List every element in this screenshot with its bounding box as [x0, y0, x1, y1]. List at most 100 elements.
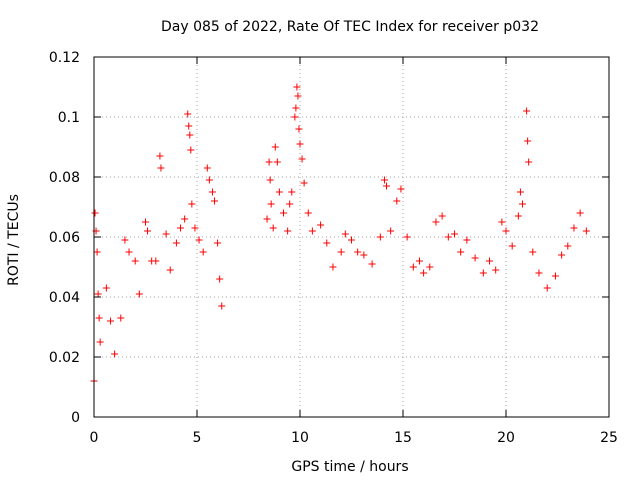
data-point: [471, 254, 479, 262]
data-point: [518, 200, 526, 208]
data-point: [125, 248, 133, 256]
data-point: [269, 224, 277, 232]
data-point: [380, 176, 388, 184]
data-point: [187, 146, 195, 154]
data-point: [564, 242, 572, 250]
data-point: [94, 290, 102, 298]
data-point: [121, 236, 129, 244]
data-point: [293, 83, 301, 91]
data-point: [543, 284, 551, 292]
data-point: [451, 230, 458, 238]
data-point: [214, 239, 222, 247]
data-point: [156, 152, 164, 160]
data-point: [551, 272, 559, 280]
data-point: [337, 248, 345, 256]
data-point: [216, 275, 224, 283]
data-point: [266, 176, 274, 184]
data-point: [308, 227, 316, 235]
data-point: [166, 266, 174, 274]
data-point: [135, 290, 143, 298]
data-point: [582, 227, 590, 235]
data-point: [529, 248, 537, 256]
data-point: [523, 107, 531, 115]
data-point: [286, 200, 294, 208]
data-point: [131, 257, 139, 265]
data-point: [492, 266, 500, 274]
data-point: [106, 317, 114, 325]
data-point: [91, 209, 99, 217]
data-point: [185, 122, 193, 130]
y-tick-label: 0.04: [49, 290, 80, 306]
x-tick-label: 15: [394, 430, 412, 446]
data-point: [152, 257, 160, 265]
y-tick-label: 0.1: [58, 110, 80, 126]
data-point: [288, 188, 296, 196]
data-point: [576, 209, 584, 217]
data-point: [383, 182, 391, 190]
y-axis-title: ROTI / TECUs: [6, 194, 22, 286]
data-point: [273, 158, 281, 166]
chart-title: Day 085 of 2022, Rate Of TEC Index for r…: [161, 19, 539, 35]
data-point: [420, 269, 428, 277]
data-point: [144, 227, 152, 235]
x-tick-label: 5: [193, 430, 202, 446]
data-point: [186, 131, 194, 139]
data-point: [208, 188, 216, 196]
tick-marks: [93, 56, 610, 418]
data-point: [195, 236, 203, 244]
data-point: [403, 233, 411, 241]
data-point: [177, 224, 185, 232]
data-point: [295, 125, 303, 133]
data-point: [300, 179, 308, 187]
data-point: [354, 248, 362, 256]
data-point: [205, 176, 213, 184]
data-point: [360, 251, 368, 259]
y-tick-label: 0.06: [49, 230, 80, 246]
data-point: [275, 188, 283, 196]
data-point: [292, 104, 300, 112]
data-point: [432, 218, 440, 226]
data-point: [387, 227, 395, 235]
data-points: [90, 83, 590, 385]
data-point: [304, 209, 312, 217]
data-point: [184, 110, 192, 118]
data-point: [93, 248, 101, 256]
data-point: [157, 164, 165, 172]
data-point: [393, 197, 401, 205]
x-tick-label: 20: [497, 430, 515, 446]
data-point: [348, 236, 355, 244]
data-point: [317, 221, 325, 229]
data-point: [203, 164, 211, 172]
data-point: [181, 215, 189, 223]
data-point: [502, 227, 510, 235]
data-point: [265, 158, 273, 166]
data-point: [516, 188, 524, 196]
data-point: [199, 248, 207, 256]
data-point: [341, 230, 349, 238]
data-point: [438, 212, 446, 220]
data-point: [291, 113, 299, 121]
x-tick-label: 0: [90, 430, 99, 446]
data-point: [102, 284, 110, 292]
data-point: [415, 257, 423, 265]
data-point: [376, 233, 384, 241]
data-point: [298, 155, 306, 163]
data-point: [457, 248, 465, 256]
y-tick-label: 0: [71, 410, 80, 426]
data-point: [218, 302, 226, 310]
y-tick-label: 0.08: [49, 170, 80, 186]
data-point: [514, 212, 522, 220]
data-point: [111, 350, 119, 358]
data-point: [96, 338, 104, 346]
x-tick-label: 25: [600, 430, 618, 446]
data-point: [525, 158, 533, 166]
data-point: [280, 209, 288, 217]
data-point: [479, 269, 487, 277]
data-point: [444, 233, 452, 241]
y-tick-label: 0.12: [49, 50, 80, 66]
data-point: [558, 251, 566, 259]
data-point: [368, 260, 376, 268]
data-point: [95, 314, 103, 322]
data-point: [570, 224, 578, 232]
